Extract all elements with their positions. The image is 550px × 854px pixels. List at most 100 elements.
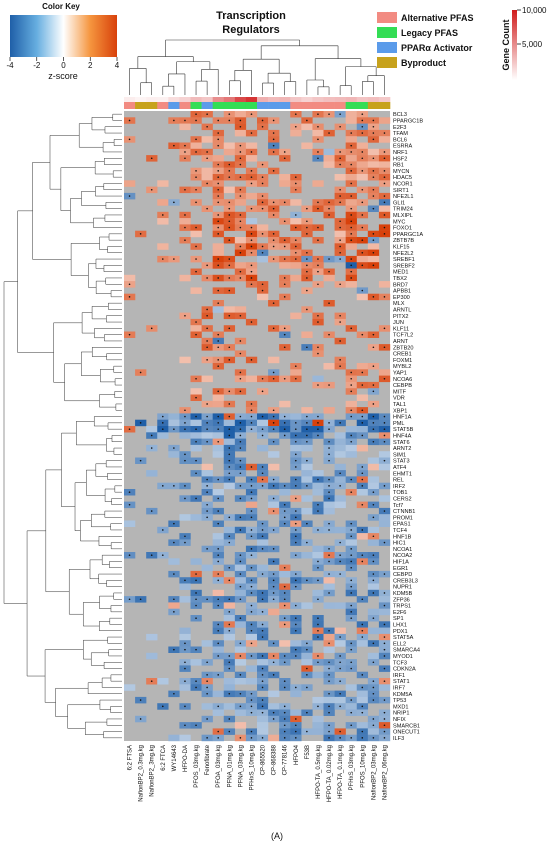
heatmap-cell [190, 419, 202, 427]
heatmap-cell [334, 526, 346, 534]
significance-dot [217, 233, 220, 235]
significance-dot [250, 485, 253, 487]
heatmap-cell [157, 678, 169, 685]
significance-dot [317, 478, 319, 481]
significance-dot [283, 661, 286, 664]
row-label: ZBTB20 [393, 345, 414, 351]
column-label: CP-778146 [283, 744, 289, 775]
heatmap-cell [179, 684, 191, 691]
heatmap-cell [201, 167, 213, 175]
significance-dot [361, 503, 364, 506]
significance-dot [250, 611, 253, 613]
heatmap-cell [212, 451, 224, 458]
significance-dot [228, 214, 231, 216]
significance-dot [272, 497, 275, 500]
significance-dot [250, 428, 253, 430]
significance-dot [383, 170, 386, 172]
significance-dot [283, 718, 286, 720]
row-label: KDM5B [393, 591, 413, 597]
significance-dot [317, 352, 319, 355]
significance-dot [306, 579, 308, 582]
significance-dot [317, 264, 319, 267]
significance-dot [250, 264, 253, 267]
significance-dot [350, 579, 353, 582]
significance-dot [328, 447, 330, 449]
significance-dot [173, 144, 175, 147]
significance-dot [217, 119, 220, 122]
column-label: HFPO-DA [183, 745, 189, 772]
heatmap-cell [290, 274, 302, 282]
significance-dot [350, 233, 353, 235]
significance-dot [272, 201, 275, 204]
significance-dot [372, 579, 375, 582]
gene-count-tick-mid: 5,000 [522, 40, 543, 49]
significance-dot [283, 151, 286, 153]
significance-dot [272, 661, 275, 664]
column-group-cell [378, 102, 391, 109]
heatmap-cell [378, 514, 391, 521]
significance-dot [350, 415, 353, 418]
row-label: NCOR1 [393, 181, 413, 187]
heatmap-cell [301, 123, 313, 131]
significance-dot [328, 737, 330, 739]
column-group-cell [190, 102, 202, 109]
significance-dot [306, 648, 308, 651]
significance-dot [250, 497, 253, 500]
significance-dot [150, 327, 153, 330]
heatmap-cell [201, 640, 213, 647]
significance-dot [383, 233, 386, 235]
significance-dot [383, 182, 386, 185]
color-key-tick-label: -2 [33, 61, 41, 70]
significance-dot [306, 233, 308, 235]
significance-dot [328, 711, 330, 714]
significance-dot [228, 201, 231, 204]
significance-dot [317, 566, 319, 569]
significance-dot [272, 170, 275, 172]
legend-swatch [377, 27, 397, 38]
heatmap-cell [168, 602, 180, 609]
significance-dot [339, 554, 341, 556]
heatmap-cell [157, 218, 169, 225]
heatmap-cell [301, 444, 313, 452]
significance-dot [173, 485, 175, 487]
heatmap-cell [212, 489, 224, 496]
heatmap-cell [345, 703, 357, 710]
significance-dot [372, 365, 375, 367]
significance-dot [184, 415, 186, 418]
significance-dot [361, 113, 364, 115]
significance-dot [383, 201, 386, 204]
heatmap-cell [323, 274, 335, 282]
significance-dot [317, 239, 319, 241]
heatmap-cell [378, 684, 391, 691]
significance-dot [372, 737, 375, 739]
heatmap-cell [301, 470, 313, 477]
significance-dot [206, 125, 208, 128]
significance-dot [294, 182, 297, 185]
heatmap-cell [356, 722, 369, 729]
heatmap-cell [378, 608, 391, 616]
significance-dot [350, 220, 353, 223]
significance-dot [317, 321, 319, 323]
column-label: PFOA_03mg.kg [216, 745, 222, 788]
gene-count-cell [334, 97, 346, 102]
significance-dot [350, 239, 353, 241]
significance-dot [206, 674, 208, 676]
significance-dot [195, 598, 197, 601]
row-label: IRF7 [393, 685, 405, 691]
significance-dot [350, 144, 353, 147]
significance-dot [372, 491, 375, 493]
heatmap-cell [378, 451, 391, 458]
significance-dot [317, 503, 319, 506]
column-group-cell [212, 102, 225, 109]
significance-dot [294, 440, 297, 443]
significance-dot [383, 440, 386, 443]
heatmap-cell [257, 539, 269, 546]
significance-dot [261, 390, 264, 393]
row-label: HIF1A [393, 559, 409, 565]
significance-dot [328, 724, 330, 727]
significance-dot [328, 497, 330, 500]
heatmap-cell [334, 640, 346, 647]
gene-count-cell [312, 97, 324, 102]
significance-dot [272, 573, 275, 575]
